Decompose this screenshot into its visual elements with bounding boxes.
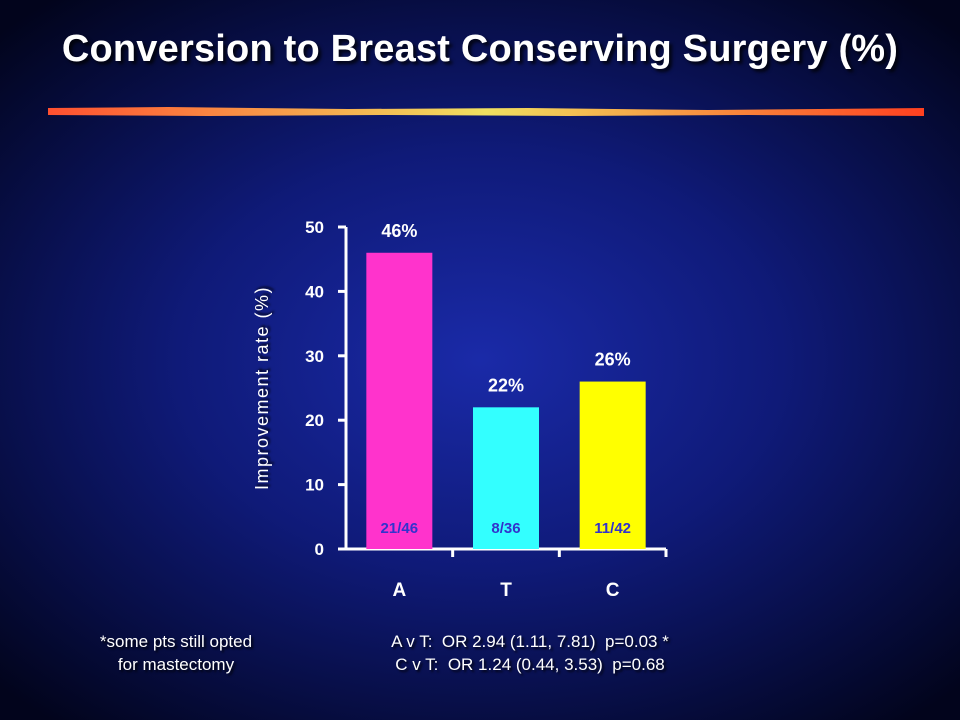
stats-line-c-v-t: C v T: OR 1.24 (0.44, 3.53) p=0.68 — [395, 655, 665, 674]
y-tick-label: 30 — [305, 347, 324, 366]
y-axis-label: Improvement rate (%) — [252, 286, 272, 490]
footnote-line-1: *some pts still opted — [99, 632, 253, 651]
chart-bars — [366, 252, 646, 549]
y-tick-label: 20 — [305, 411, 324, 430]
odds-ratio-stats: A v T: OR 2.94 (1.11, 7.81) p=0.03 * C v… — [330, 630, 730, 676]
page-title: Conversion to Breast Conserving Surgery … — [61, 28, 899, 70]
value-label-A: 46% — [381, 221, 417, 241]
x-tick-label-C: C — [606, 580, 620, 601]
y-tick-label: 10 — [305, 476, 324, 495]
count-label-T: 8/36 — [491, 520, 520, 537]
value-label-T: 22% — [488, 375, 524, 395]
bar-A — [366, 252, 433, 549]
footnote: *some pts still opted for mastectomy — [46, 630, 306, 676]
x-tick-label-A: A — [392, 580, 406, 601]
bar-T — [473, 407, 539, 549]
footnote-line-2: for mastectomy — [117, 655, 235, 674]
bar-C — [579, 381, 646, 549]
x-tick-label-T: T — [500, 580, 512, 601]
stats-line-a-v-t: A v T: OR 2.94 (1.11, 7.81) p=0.03 * — [391, 632, 669, 651]
value-label-C: 26% — [595, 350, 631, 370]
chart-labels: 46% 21/46 A 22% 8/36 T 26% 11/42 C — [381, 221, 631, 601]
count-label-C: 11/42 — [594, 520, 631, 537]
count-label-A: 21/46 — [381, 520, 419, 537]
y-tick-label: 40 — [305, 282, 324, 301]
y-tick-label: 50 — [305, 218, 324, 237]
title-underline-rule — [48, 107, 924, 116]
y-tick-label: 0 — [315, 540, 324, 559]
